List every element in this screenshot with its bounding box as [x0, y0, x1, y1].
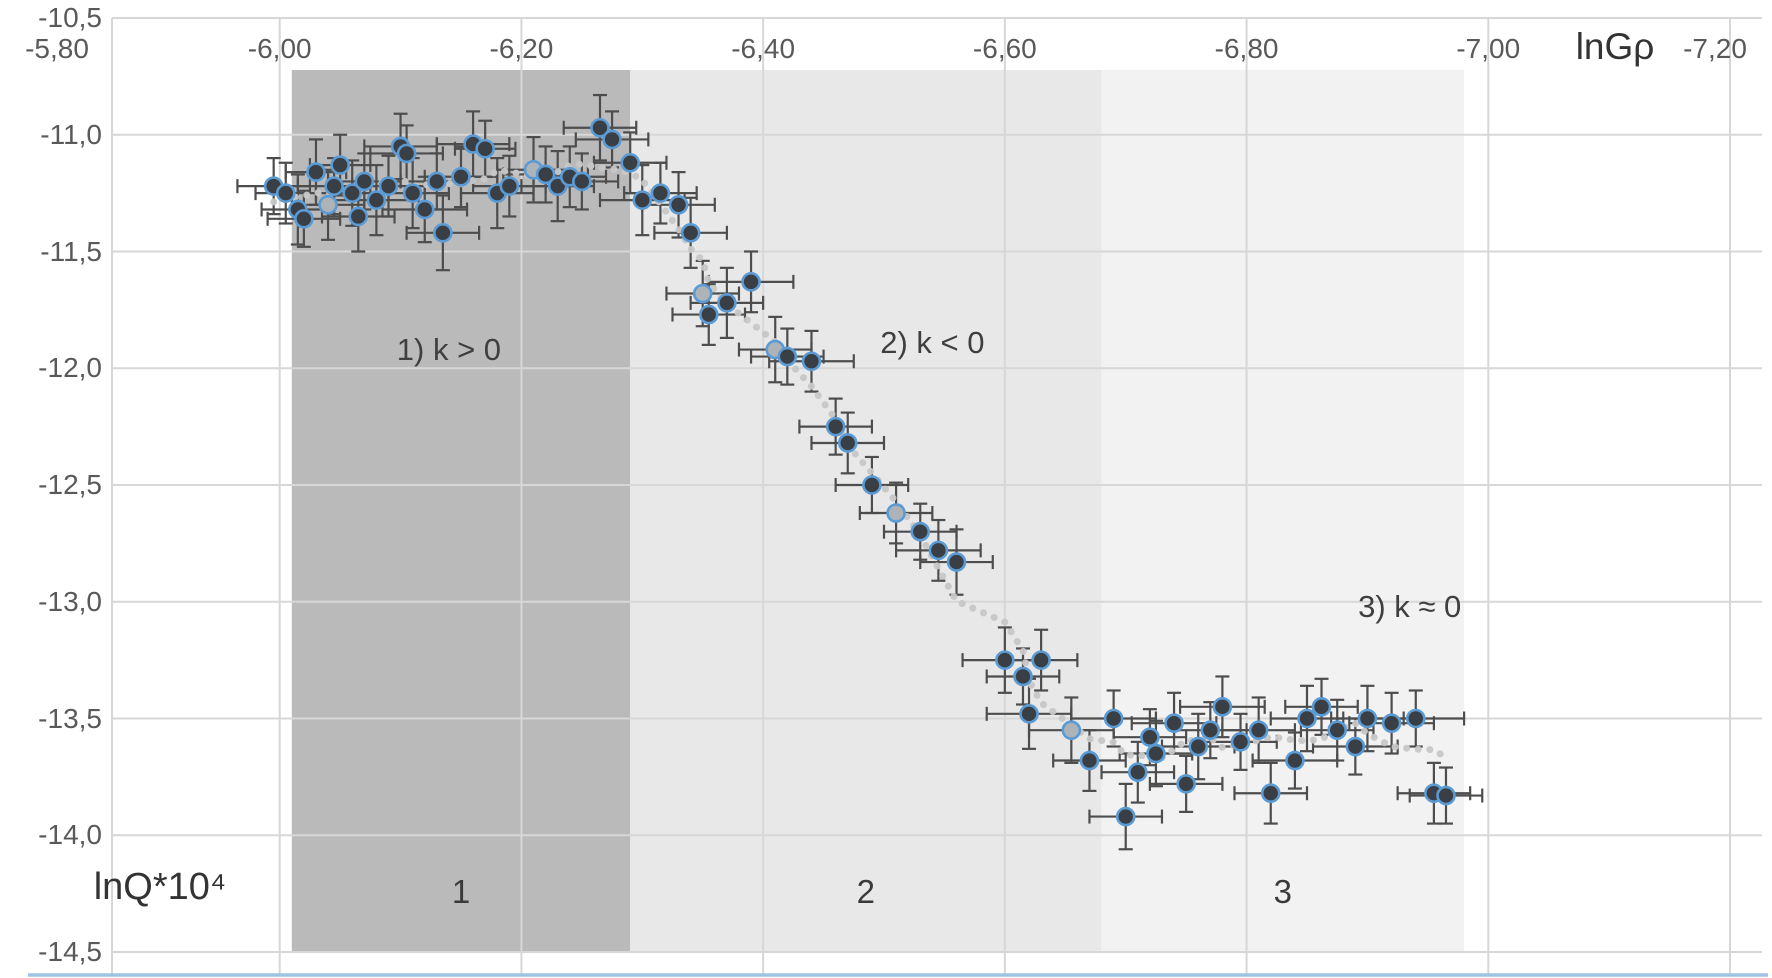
data-point	[1079, 750, 1100, 771]
data-point	[414, 199, 435, 220]
data-point	[910, 521, 931, 542]
data-point	[1103, 708, 1124, 729]
data-point	[620, 152, 641, 173]
data-point	[1013, 666, 1033, 687]
data-point	[946, 552, 967, 572]
data-point	[1436, 785, 1456, 806]
data-point	[1019, 704, 1039, 724]
data-point	[862, 475, 882, 495]
region-band-3	[1101, 70, 1465, 952]
gridlines	[111, 17, 1762, 975]
data-point	[378, 176, 399, 196]
data-point	[396, 143, 417, 164]
data-point	[886, 503, 906, 523]
data-point	[1381, 713, 1402, 733]
data-point	[777, 346, 798, 367]
data-point	[354, 171, 375, 192]
data-point	[451, 166, 471, 187]
data-point	[632, 190, 653, 210]
data-point	[692, 283, 713, 304]
data-point	[995, 650, 1015, 670]
data-point	[1212, 697, 1233, 717]
data-point	[928, 540, 949, 561]
data-point	[837, 433, 858, 453]
data-point	[1248, 720, 1269, 740]
data-point	[801, 351, 822, 372]
data-point	[348, 206, 369, 227]
data-point	[1260, 783, 1281, 804]
trend-line	[270, 160, 1450, 766]
data-point	[1327, 720, 1348, 740]
data-point	[717, 293, 737, 313]
data-point	[1031, 650, 1051, 670]
data-point	[590, 117, 610, 138]
data-point	[294, 209, 314, 229]
data-point	[680, 223, 701, 243]
data-point	[698, 304, 719, 325]
data-point	[366, 190, 387, 210]
data-point	[1128, 762, 1148, 783]
data-point	[324, 176, 344, 196]
data-point	[741, 272, 761, 292]
data-point	[318, 195, 338, 215]
data-point	[1188, 736, 1209, 757]
data-point	[1405, 708, 1426, 729]
data-point	[427, 171, 447, 192]
data-point	[1285, 750, 1305, 771]
data-point	[602, 129, 622, 150]
data-point	[1146, 743, 1166, 764]
data-point	[275, 183, 296, 203]
data-point	[1061, 720, 1082, 740]
data-point	[433, 223, 453, 243]
data-point	[402, 183, 423, 203]
data-point	[825, 416, 846, 437]
data-point	[330, 155, 350, 175]
region-band-2	[630, 70, 1102, 952]
data-point	[1176, 774, 1196, 794]
data-point	[306, 162, 326, 182]
data-point	[1297, 708, 1317, 729]
data-point	[1345, 736, 1366, 757]
data-point	[1230, 732, 1251, 752]
data-point	[1311, 697, 1332, 717]
data-point	[535, 164, 556, 185]
data-point	[1140, 727, 1160, 747]
data-point	[1200, 720, 1221, 740]
data-point	[499, 176, 520, 196]
data-point	[572, 171, 592, 192]
data-point	[650, 183, 671, 203]
data-point	[1164, 713, 1184, 733]
data-point	[668, 195, 689, 215]
data-point	[475, 138, 495, 159]
data-point	[1357, 708, 1378, 729]
data-point	[1115, 806, 1136, 827]
data-point	[342, 183, 363, 203]
data-points	[263, 117, 1456, 827]
